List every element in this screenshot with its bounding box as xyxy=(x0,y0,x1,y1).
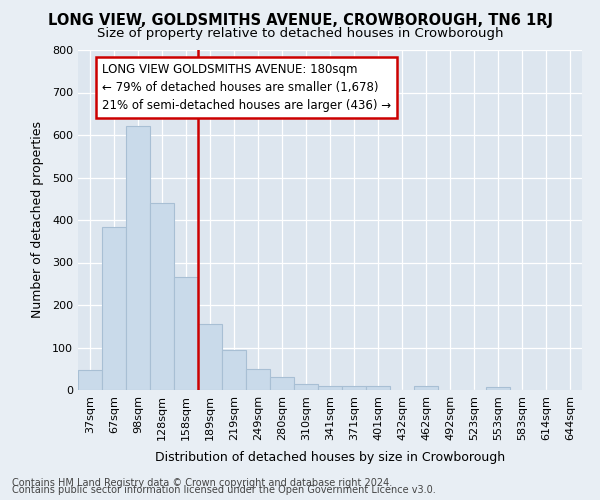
Bar xyxy=(486,387,510,390)
Text: Size of property relative to detached houses in Crowborough: Size of property relative to detached ho… xyxy=(97,28,503,40)
Bar xyxy=(246,369,270,390)
Bar xyxy=(270,378,294,390)
Bar xyxy=(198,324,222,390)
Bar xyxy=(366,386,390,390)
Bar xyxy=(342,386,366,390)
Text: LONG VIEW, GOLDSMITHS AVENUE, CROWBOROUGH, TN6 1RJ: LONG VIEW, GOLDSMITHS AVENUE, CROWBOROUG… xyxy=(47,12,553,28)
Bar xyxy=(102,227,126,390)
Bar xyxy=(78,370,102,390)
Bar xyxy=(318,386,342,390)
Text: LONG VIEW GOLDSMITHS AVENUE: 180sqm
← 79% of detached houses are smaller (1,678): LONG VIEW GOLDSMITHS AVENUE: 180sqm ← 79… xyxy=(102,62,391,112)
Bar xyxy=(174,278,198,390)
Y-axis label: Number of detached properties: Number of detached properties xyxy=(31,122,44,318)
X-axis label: Distribution of detached houses by size in Crowborough: Distribution of detached houses by size … xyxy=(155,451,505,464)
Text: Contains public sector information licensed under the Open Government Licence v3: Contains public sector information licen… xyxy=(12,485,436,495)
Bar xyxy=(414,386,438,390)
Bar xyxy=(222,350,246,390)
Text: Contains HM Land Registry data © Crown copyright and database right 2024.: Contains HM Land Registry data © Crown c… xyxy=(12,478,392,488)
Bar xyxy=(150,203,174,390)
Bar xyxy=(294,384,318,390)
Bar xyxy=(126,126,150,390)
